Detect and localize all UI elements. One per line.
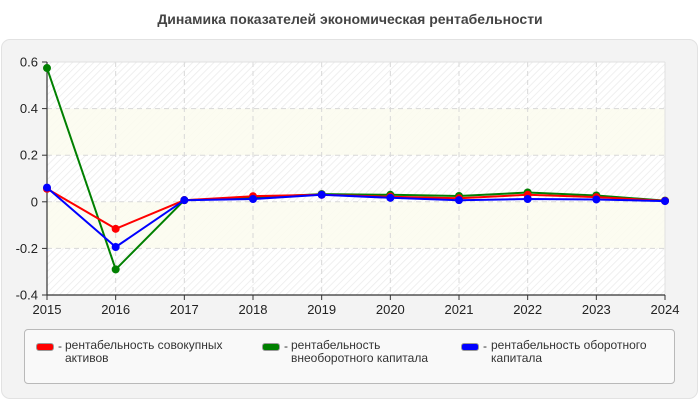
x-tick-label: 2015: [33, 302, 62, 317]
y-tick-label: -0.4: [16, 288, 38, 303]
data-series: [43, 64, 669, 274]
plot-area: [47, 62, 665, 295]
legend-label: рентабельность совокупных активов: [65, 339, 223, 365]
legend-swatch-blue: [461, 343, 479, 351]
legend-dash: -: [284, 339, 288, 353]
legend-label-line: внеоборотного капитала: [291, 351, 428, 365]
legend-label-line: рентабельность совокупных: [65, 338, 223, 352]
legend-label-line: капитала: [491, 351, 543, 365]
data-point-marker: [386, 193, 395, 202]
series-2: [43, 183, 669, 252]
data-point-marker: [43, 64, 51, 73]
x-tick-label: 2021: [445, 302, 474, 317]
series-line: [46, 186, 666, 248]
x-axis-labels: 2015 2016 2017 2018 2019 2020 2021 2022 2023 2024: [33, 302, 680, 317]
legend-label-line: рентабельность оборотного: [491, 338, 647, 352]
plot-band: [47, 108, 665, 156]
y-tick-label: 0: [31, 194, 38, 209]
y-tick-label: -0.2: [16, 241, 38, 256]
legend-dash: -: [58, 339, 62, 353]
legend-label: рентабельность оборотного капитала: [491, 339, 647, 365]
data-point-marker: [111, 265, 120, 274]
data-point-marker: [43, 183, 51, 192]
x-tick-label: 2023: [582, 302, 611, 317]
x-tick-label: 2018: [239, 302, 268, 317]
y-tick-label: 0.4: [20, 101, 38, 116]
axes: [42, 61, 666, 300]
x-tick-label: 2019: [307, 302, 336, 317]
y-tick-label: 0.2: [20, 148, 38, 163]
data-point-marker: [523, 195, 532, 204]
data-point-marker: [592, 195, 601, 204]
legend-label: рентабельность внеоборотного капитала: [291, 339, 428, 365]
data-point-marker: [180, 196, 189, 205]
legend-swatch-red: [36, 343, 54, 351]
series-line: [46, 67, 666, 271]
data-point-marker: [661, 197, 669, 206]
x-tick-label: 2017: [170, 302, 199, 317]
legend-swatch-green: [262, 343, 280, 351]
x-tick-label: 2022: [513, 302, 542, 317]
data-point-marker: [111, 224, 120, 233]
plot-bands: [47, 108, 665, 249]
y-tick-label: 0.6: [20, 55, 38, 70]
x-tick-label: 2020: [376, 302, 405, 317]
data-point-marker: [111, 243, 120, 252]
y-axis-labels: 0.6 0.4 0.2 0 -0.2 -0.4: [16, 55, 38, 303]
data-point-marker: [249, 195, 257, 204]
legend-label-line: активов: [65, 351, 109, 365]
x-tick-label: 2024: [651, 302, 680, 317]
x-tick-label: 2016: [101, 302, 130, 317]
chart-title: Динамика показателей экономическая рента…: [157, 11, 543, 27]
legend-dash: -: [483, 339, 487, 353]
legend: - рентабельность совокупных активов - ре…: [24, 329, 675, 384]
data-point-marker: [455, 196, 463, 205]
data-point-marker: [317, 190, 326, 199]
plot-band: [47, 201, 665, 249]
legend-label-line: рентабельность: [291, 338, 381, 352]
